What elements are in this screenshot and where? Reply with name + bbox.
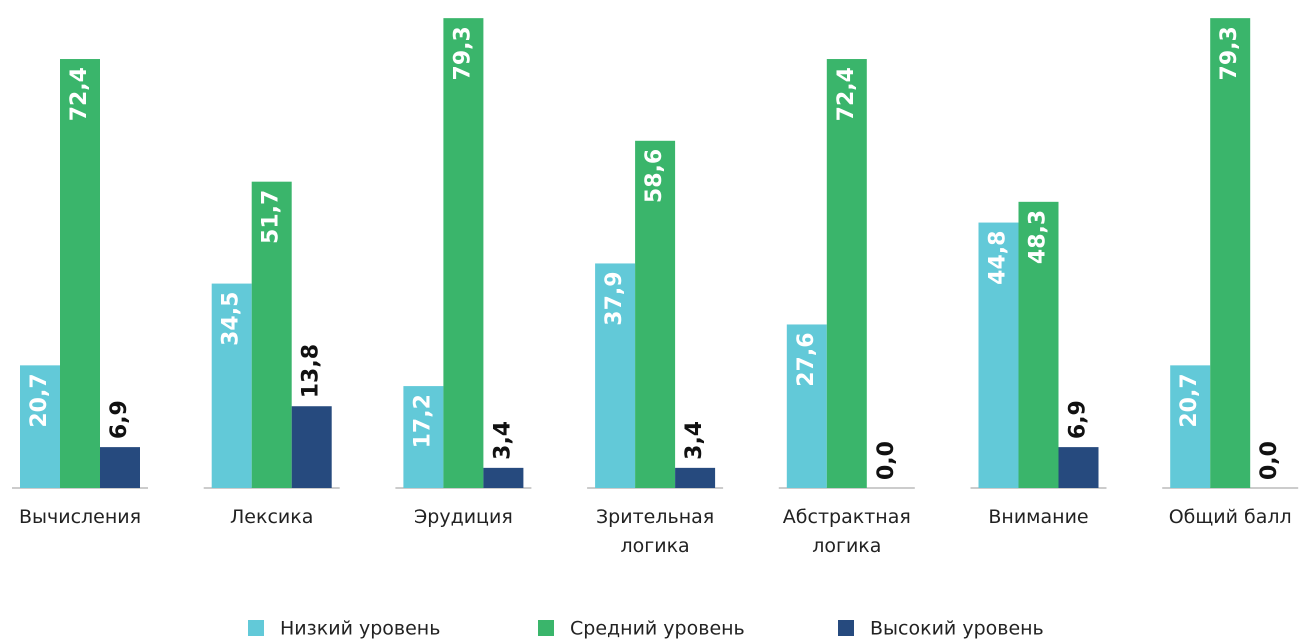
x-tick-label: Эрудиция [414,506,513,528]
bar [60,59,100,488]
data-label: 72,4 [834,67,859,121]
bar [595,263,636,488]
bar [291,406,332,488]
x-tick-label: Лексика [230,506,314,528]
bar [403,386,444,488]
data-label: 72,4 [67,67,92,121]
data-label: 13,8 [299,344,324,398]
data-label: 3,4 [490,421,515,460]
data-label: 51,7 [259,190,284,244]
bar [211,283,252,488]
data-label: 6,9 [107,400,132,439]
data-label: 79,3 [450,26,475,80]
data-label: 17,2 [410,394,435,448]
x-tick-label: Внимание [988,506,1089,528]
legend-label: Высокий уровень [870,618,1044,640]
legend-swatch [538,620,554,636]
data-label: 3,4 [682,421,707,460]
data-label: 79,3 [1217,26,1242,80]
data-label: 34,5 [219,292,244,346]
data-label: 27,6 [794,332,819,386]
bar [635,140,676,489]
bar [826,59,867,488]
bar [251,181,292,489]
bar [1018,201,1059,488]
data-label: 0,0 [1257,441,1282,480]
legend-label: Средний уровень [570,618,745,640]
bar [20,365,60,488]
x-tick-label: Зрительная логика [596,506,715,557]
data-label: 48,3 [1026,210,1051,264]
x-tick-label: Вычисления [18,506,142,528]
data-label: 6,9 [1066,400,1091,439]
legend-label: Низкий уровень [280,618,440,640]
bar [786,324,827,488]
legend-swatch [248,620,264,636]
x-tick-label: Общий балл [1168,506,1292,528]
data-label: 0,0 [874,441,899,480]
bar [483,467,524,488]
data-label: 44,8 [986,231,1011,285]
data-label: 20,7 [1177,373,1202,427]
bar [443,18,484,489]
data-label: 58,6 [642,149,667,203]
bar [978,222,1019,488]
bar [100,447,140,488]
bar [675,467,716,488]
bar [1058,447,1099,488]
data-label: 20,7 [27,373,52,427]
x-tick-label: Абстрактная логика [782,506,911,557]
data-label: 37,9 [602,271,627,325]
bar [1170,365,1211,488]
legend-swatch [838,620,854,636]
bar [1210,18,1251,489]
